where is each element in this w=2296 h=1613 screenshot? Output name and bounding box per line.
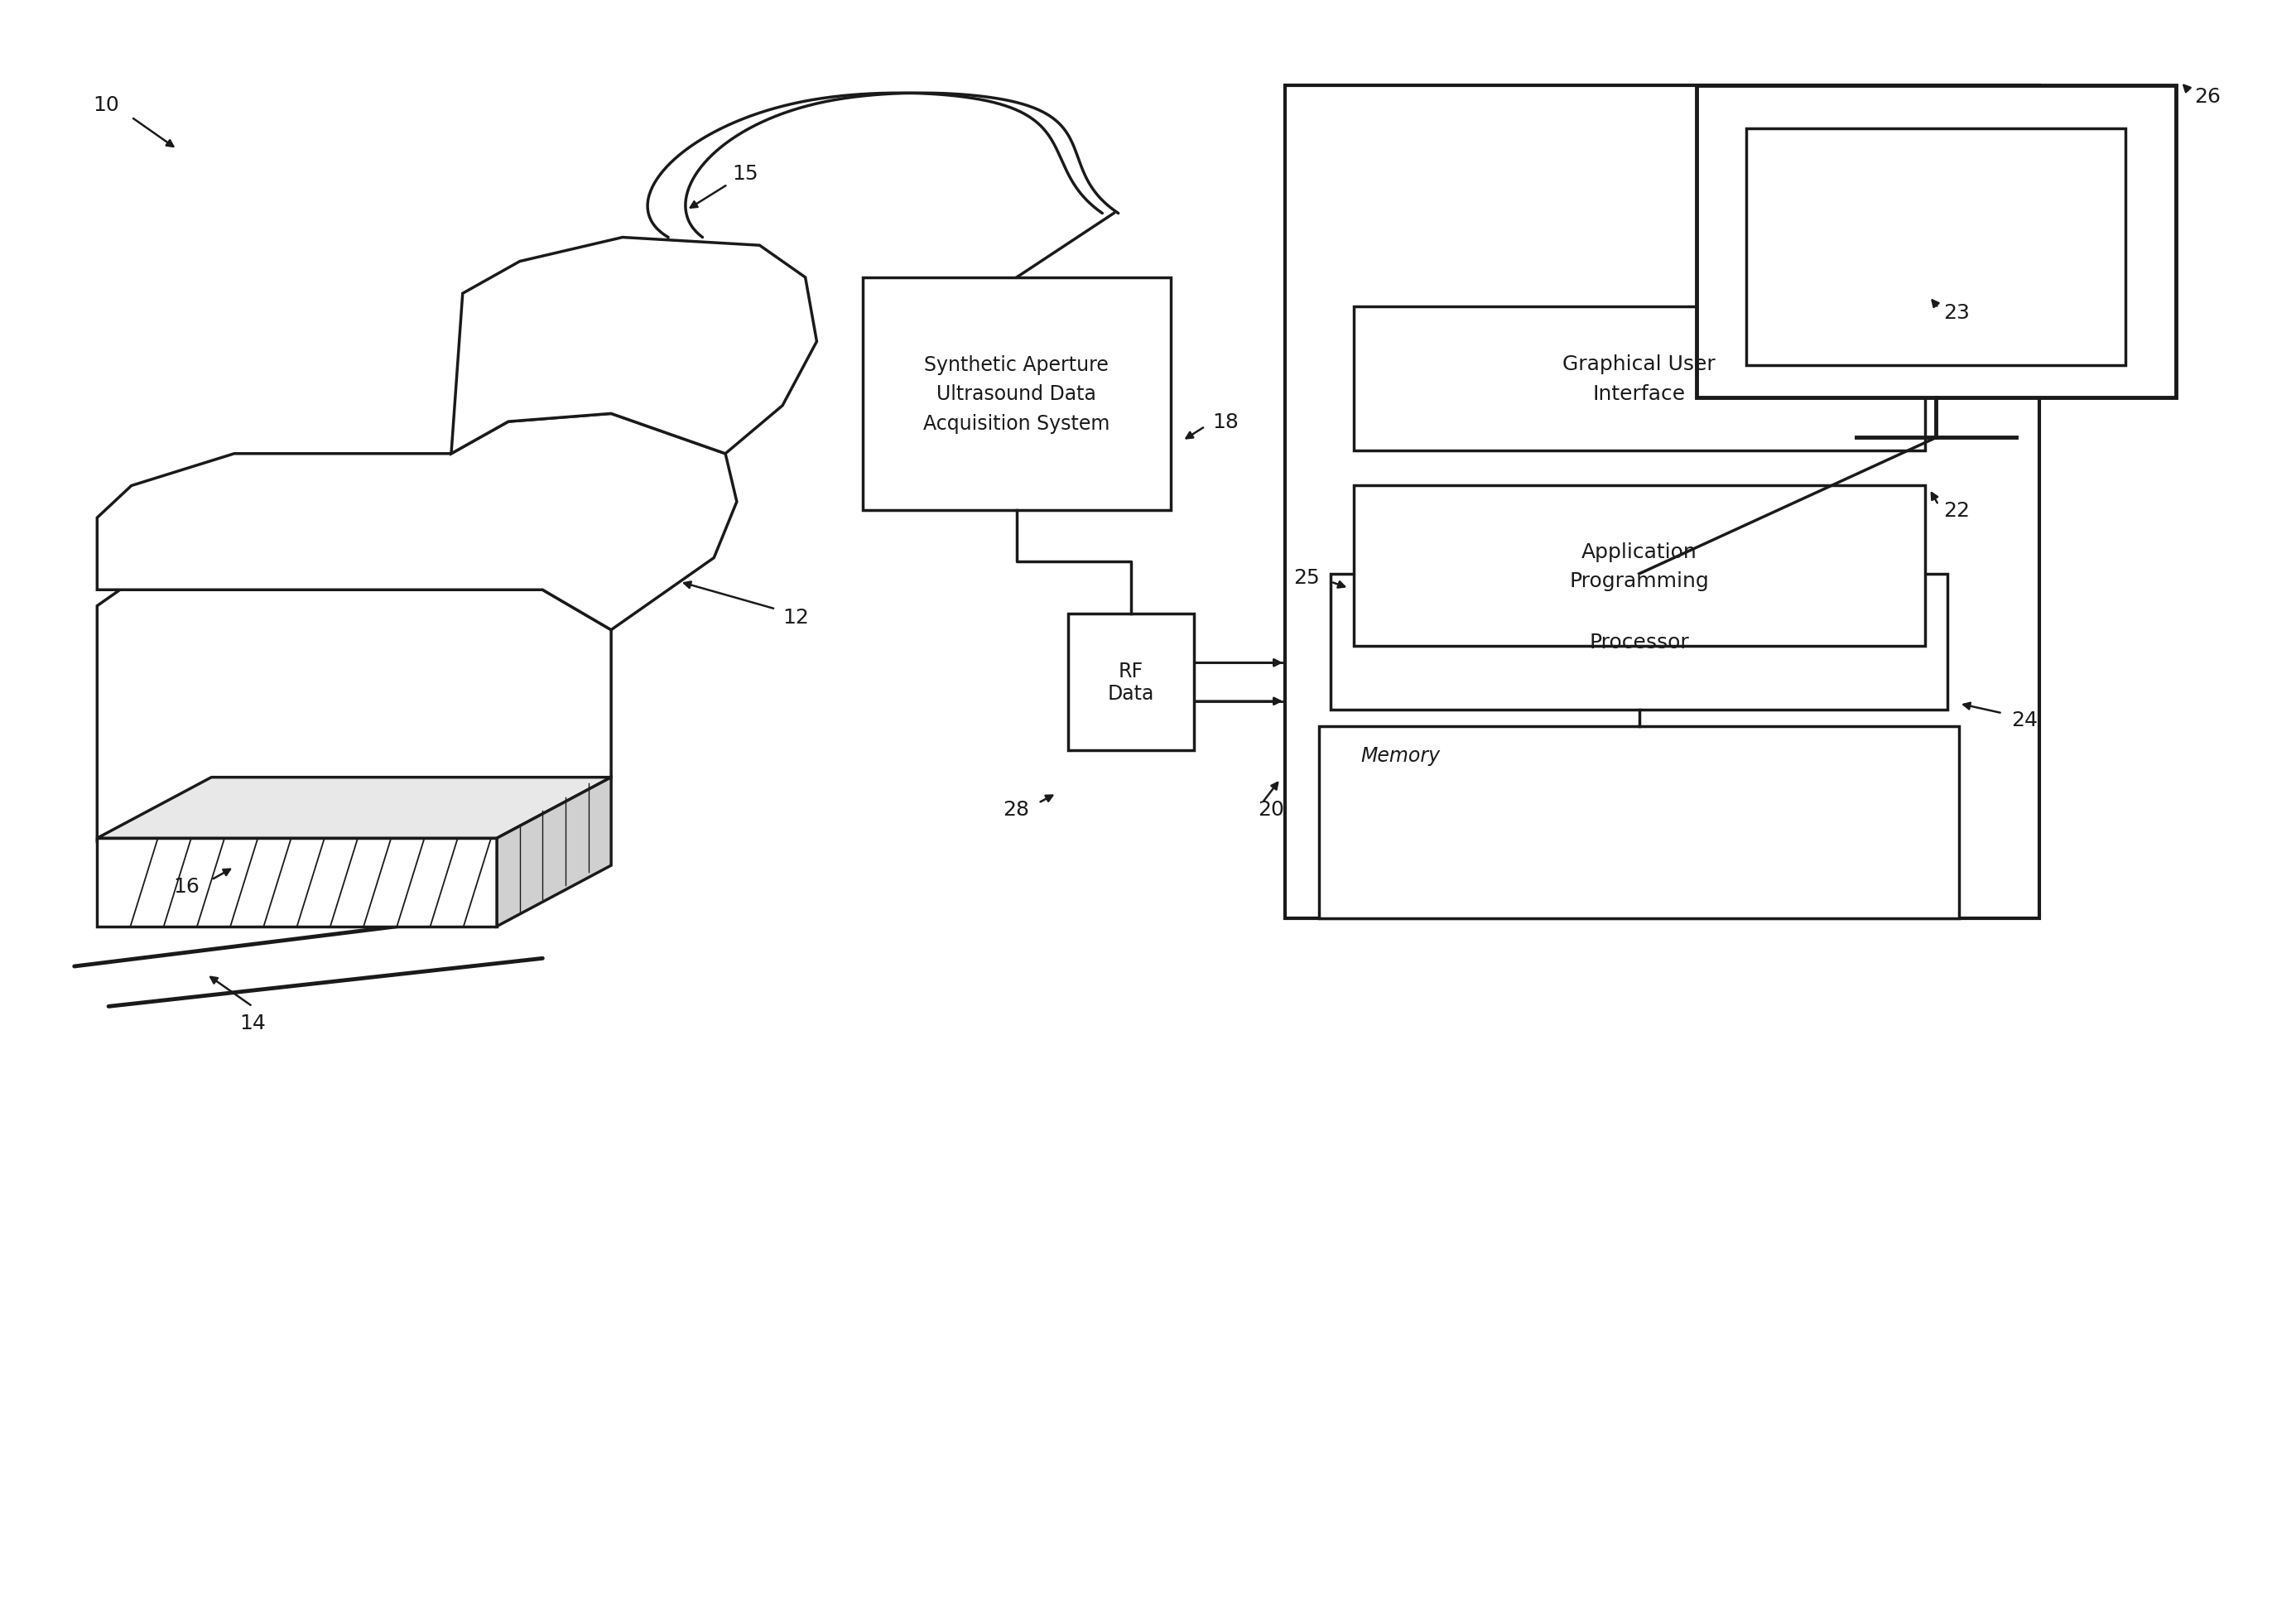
Polygon shape	[452, 239, 817, 455]
Bar	[863, 277, 1171, 510]
Bar	[1747, 129, 2126, 366]
Bar	[1355, 486, 1924, 647]
Bar	[1286, 85, 2039, 919]
Text: 23: 23	[1942, 303, 1970, 323]
Text: 24: 24	[2011, 710, 2039, 731]
Text: Memory: Memory	[1362, 745, 1440, 766]
Bar	[1068, 615, 1194, 750]
Polygon shape	[96, 590, 611, 842]
Text: Processor: Processor	[1589, 632, 1690, 652]
Polygon shape	[496, 777, 611, 926]
Text: 22: 22	[1942, 500, 1970, 519]
Bar	[1697, 85, 2177, 398]
Polygon shape	[96, 777, 611, 839]
Text: Graphical User
Interface: Graphical User Interface	[1564, 355, 1715, 403]
Bar	[1332, 574, 1947, 710]
Text: 10: 10	[92, 95, 119, 115]
Bar	[1320, 726, 1958, 919]
Text: 16: 16	[174, 876, 200, 897]
Text: 18: 18	[1212, 413, 1238, 432]
Bar	[1355, 306, 1924, 452]
Text: Application
Programming: Application Programming	[1568, 542, 1708, 590]
Text: 25: 25	[1293, 568, 1320, 587]
Text: Synthetic Aperture
Ultrasound Data
Acquisition System: Synthetic Aperture Ultrasound Data Acqui…	[923, 355, 1109, 434]
Text: 20: 20	[1258, 800, 1283, 819]
Text: 26: 26	[2195, 87, 2220, 106]
Polygon shape	[96, 415, 737, 631]
Text: 28: 28	[1003, 800, 1029, 819]
Text: RF
Data: RF Data	[1107, 661, 1155, 703]
Text: 14: 14	[239, 1013, 266, 1032]
Text: 12: 12	[783, 608, 808, 627]
Text: 15: 15	[732, 165, 758, 184]
Polygon shape	[96, 839, 496, 926]
